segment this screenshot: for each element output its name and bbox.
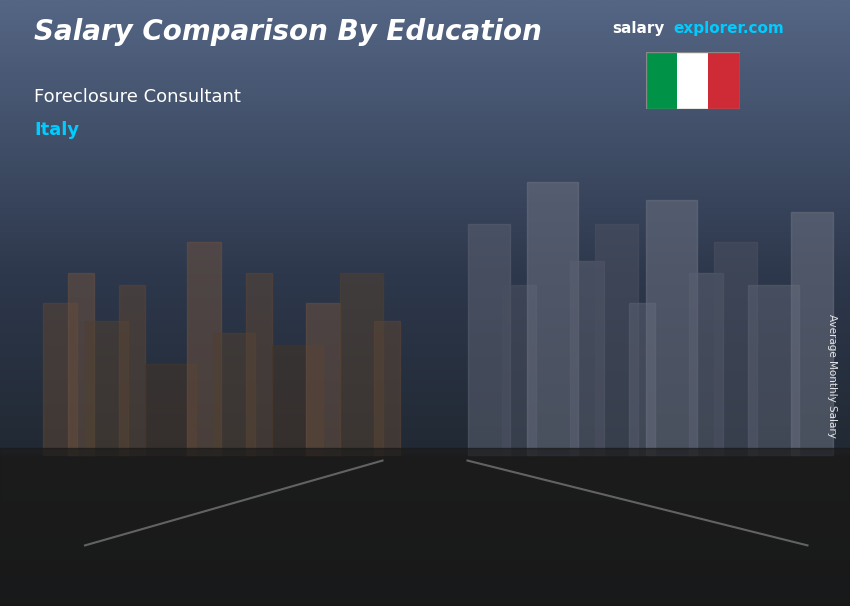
Bar [748,285,799,454]
Text: +21%: +21% [550,167,614,185]
Bar [144,364,196,454]
Polygon shape [616,246,714,255]
Bar [306,303,340,454]
Bar [246,273,272,454]
FancyBboxPatch shape [616,246,704,533]
Text: Italy: Italy [34,121,79,139]
Bar [68,273,94,454]
Bar [119,285,144,454]
Text: salary: salary [612,21,665,36]
Bar [468,224,510,454]
Text: Salary Comparison By Education: Salary Comparison By Education [34,18,542,46]
Text: 3,020 EUR: 3,020 EUR [91,364,161,377]
Bar [42,303,76,454]
Text: +41%: +41% [377,209,439,228]
FancyBboxPatch shape [443,296,530,533]
Text: Average Monthly Salary: Average Monthly Salary [827,314,837,438]
Bar [441,296,448,533]
Text: Foreclosure Consultant: Foreclosure Consultant [34,88,241,106]
Text: +14%: +14% [202,293,265,311]
Text: 5,880 EUR: 5,880 EUR [613,224,682,238]
Bar [677,52,708,109]
Bar [646,200,697,454]
Bar [212,333,255,454]
Bar [267,365,274,533]
Bar [93,386,100,533]
Polygon shape [704,246,714,533]
Polygon shape [443,296,540,303]
FancyBboxPatch shape [269,365,355,533]
Bar [374,321,400,454]
FancyBboxPatch shape [94,386,182,533]
Bar [595,224,638,454]
Bar [714,242,756,454]
Text: explorer.com: explorer.com [673,21,784,36]
Bar [615,246,621,533]
Polygon shape [269,365,366,370]
Polygon shape [530,296,540,533]
Bar [790,212,833,454]
Bar [85,321,128,454]
Bar [502,285,536,454]
Bar [187,242,221,454]
Bar [646,52,677,109]
Polygon shape [355,365,366,533]
Bar [688,273,722,454]
Bar [708,52,740,109]
Polygon shape [94,386,192,390]
Bar [0,448,850,606]
Bar [272,345,323,454]
Text: 4,860 EUR: 4,860 EUR [439,275,508,287]
Bar [527,182,578,454]
Bar [629,303,654,454]
Bar [340,273,382,454]
Text: 3,440 EUR: 3,440 EUR [265,344,334,356]
Bar [570,261,603,454]
Polygon shape [182,386,192,533]
